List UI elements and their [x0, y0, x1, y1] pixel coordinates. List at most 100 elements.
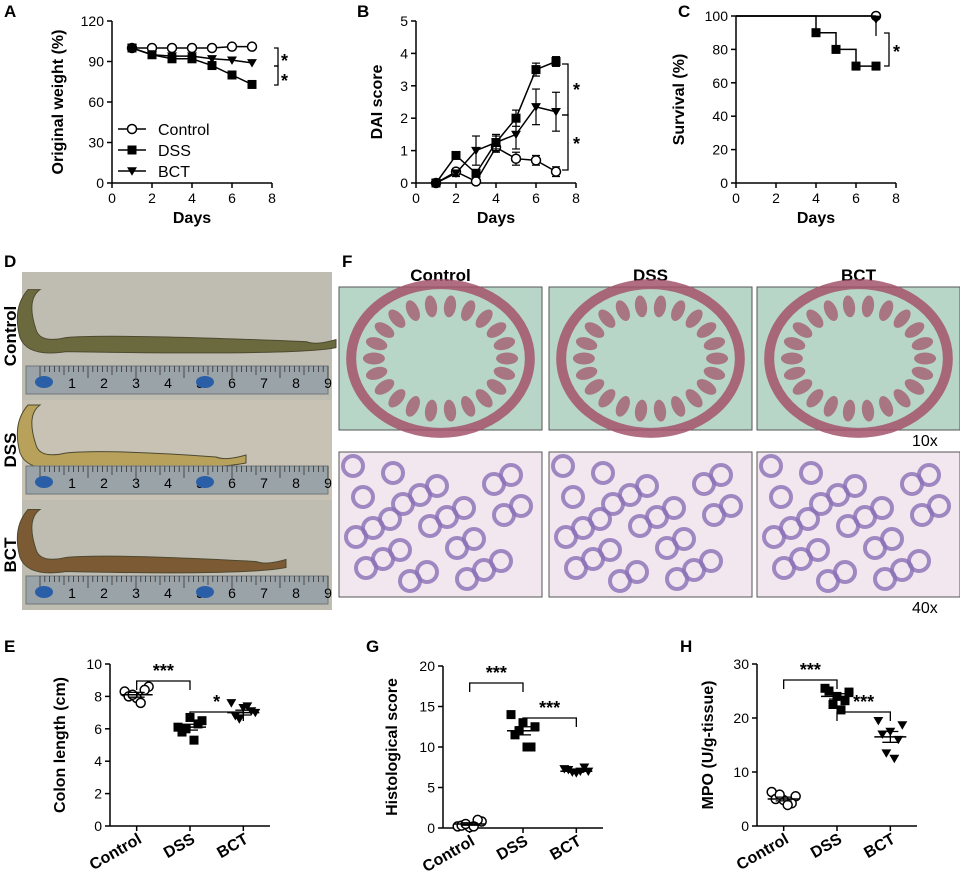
crypt-gland [561, 485, 585, 509]
y-tick-label: 30 [733, 656, 749, 672]
crypt-gland [551, 454, 575, 478]
crypt-gland [692, 472, 716, 496]
series-line-dss [736, 15, 876, 67]
category-label: Control [420, 833, 478, 876]
ruler [25, 365, 329, 395]
category-label: DSS [808, 831, 845, 862]
sig-label: *** [800, 660, 821, 680]
sig-bracket [522, 717, 577, 727]
crypt-gland [601, 492, 625, 516]
crypt-gland [354, 556, 378, 580]
y-axis-title: MPO (U/g-tissue) [700, 681, 717, 810]
crypt-gland [564, 556, 588, 580]
mucosal-fold [911, 366, 934, 380]
dot-control [135, 697, 146, 709]
dot-bct [897, 721, 908, 730]
y-tick-label: 2 [400, 110, 408, 126]
point-dss [207, 61, 217, 71]
point-control [206, 42, 218, 54]
point-bct [451, 169, 461, 178]
sig-bracket [562, 114, 569, 171]
dot-bct [889, 754, 900, 764]
colon-wall-ring [556, 279, 745, 438]
x-tick-label: 0 [412, 190, 420, 206]
crypt-gland [418, 514, 442, 538]
point-bct [147, 51, 157, 60]
point-bct [167, 52, 177, 61]
crypt-gland [398, 569, 422, 593]
ruler-number: 7 [260, 475, 268, 491]
point-control [226, 41, 238, 52]
y-tick-label: 40 [712, 108, 728, 124]
mucosal-fold [615, 300, 630, 321]
legend-marker [127, 167, 137, 176]
crypt-gland [665, 567, 689, 591]
ruler-number: 8 [292, 585, 300, 601]
point-control [530, 155, 542, 166]
mucosal-fold [823, 300, 838, 321]
mucosal-fold [783, 366, 806, 380]
dot-control [774, 789, 785, 800]
ruler-logo-mark [35, 476, 53, 488]
y-tick-label: 15 [419, 699, 435, 715]
mucosal-fold [634, 295, 648, 318]
dot-dss [840, 696, 850, 706]
crypt-gland [863, 536, 887, 560]
photo-row-label: DSS [1, 433, 20, 468]
legend-label: Control [158, 122, 210, 139]
crypt-gland [344, 525, 368, 549]
sig-bracket [783, 679, 838, 689]
dot-dss [189, 735, 199, 745]
photo-d-colons: 123456789Control123456789DSS123456789BCT [1, 272, 337, 610]
mucosal-fold [598, 309, 616, 328]
mucosal-fold [806, 309, 824, 328]
ruler-number: 9 [324, 475, 332, 491]
colon-tissue [16, 289, 337, 354]
chart-g-histology: 0 5 10 15 20 Histological score Control DSS BCT *… [384, 658, 603, 876]
mucosal-fold [405, 300, 420, 321]
mucosal-fold [374, 379, 395, 395]
mucosal-fold [806, 389, 824, 408]
x-tick-label: 4 [492, 190, 500, 206]
ruler-number: 3 [132, 585, 140, 601]
y-tick-label: 3 [400, 78, 408, 94]
legend-marker [127, 145, 137, 155]
dot-dss [828, 700, 838, 709]
crypt-gland [591, 461, 615, 485]
point-bct [227, 56, 237, 65]
y-axis-title: Colon length (cm) [52, 677, 69, 813]
mucosal-fold [493, 366, 516, 380]
mucosal-fold [365, 366, 388, 380]
panel-letter-e: E [4, 637, 15, 656]
mucosal-fold [685, 389, 703, 408]
point-bct [511, 130, 521, 140]
ruler-number: 1 [68, 375, 76, 391]
sig-bracket [136, 680, 191, 690]
ruler-number: 2 [100, 475, 108, 491]
category-label: BCT [214, 831, 251, 862]
mucosal-fold [780, 352, 803, 365]
point-dss [531, 65, 541, 75]
mucosal-fold [842, 295, 856, 318]
category-label: Control [734, 831, 792, 874]
panel-letter-a: A [4, 2, 16, 21]
point-dss [511, 113, 521, 123]
mucosal-fold [671, 300, 686, 321]
y-tick-label: 20 [712, 142, 728, 158]
ruler-number: 6 [228, 585, 236, 601]
category-label: Control [87, 831, 145, 874]
mucosal-fold [461, 396, 476, 417]
x-tick-label: 2 [772, 190, 780, 206]
point-control [186, 42, 198, 54]
ruler-logo-mark [35, 586, 53, 598]
magnification-label: 40x [912, 600, 938, 617]
sig-bracket [469, 682, 524, 692]
ruler-number: 2 [100, 375, 108, 391]
mucosal-fold [598, 389, 616, 408]
ruler [25, 465, 329, 495]
dot-dss [530, 722, 540, 732]
ruler-number: 4 [164, 475, 172, 491]
y-tick-label: 80 [712, 41, 728, 57]
mucosal-fold [696, 322, 717, 338]
mucosal-fold [904, 322, 925, 338]
